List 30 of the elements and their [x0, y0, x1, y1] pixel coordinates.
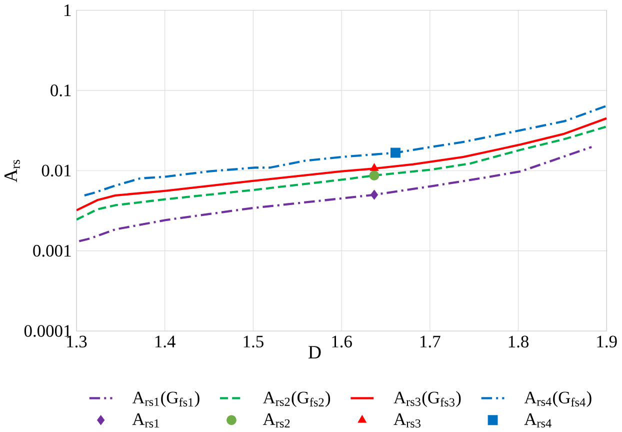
y-tick-label: 0.0001 [24, 324, 71, 337]
point [370, 163, 379, 171]
line-series [76, 125, 607, 221]
line-series [76, 117, 607, 212]
x-tick-label: 1.9 [597, 336, 617, 348]
legend-label: A$_{rs3}$ [394, 413, 420, 428]
x-tick-label: 1.8 [508, 336, 529, 348]
x-tick-label: 1.4 [155, 336, 176, 348]
legend-label: A$_{rs3}$(G$_{fs3}$) [394, 391, 461, 407]
legend-label: A$_{rs4}$(G$_{fs4}$) [524, 391, 592, 407]
legend-label: A$_{rs1}$(G$_{fs1}$) [132, 391, 200, 407]
y-tick-label: 0.001 [33, 244, 71, 257]
y-tick-label: 0.1 [50, 84, 71, 96]
x-tick-label: 1.7 [420, 336, 440, 348]
y-tick-label: 0.01 [42, 164, 71, 176]
legend-label: A$_{rs4}$ [524, 413, 552, 428]
legend-label: A$_{rs2}$(G$_{fs2}$) [262, 391, 330, 407]
y-axis-title: A$_{rs}$ [4, 160, 20, 182]
x-tick-label: 1.3 [67, 336, 87, 348]
line-series [78, 146, 593, 242]
x-axis-title: D [308, 346, 321, 358]
line-series [83, 105, 607, 196]
x-tick-label: 1.5 [244, 336, 264, 348]
x-tick-label: 1.6 [332, 336, 352, 348]
legend-label: A$_{rs2}$ [262, 413, 290, 428]
point [370, 190, 378, 200]
point [390, 148, 400, 158]
point [369, 170, 380, 180]
legend-label: A$_{rs1}$ [132, 413, 159, 428]
y-tick-label: 1 [64, 4, 71, 16]
